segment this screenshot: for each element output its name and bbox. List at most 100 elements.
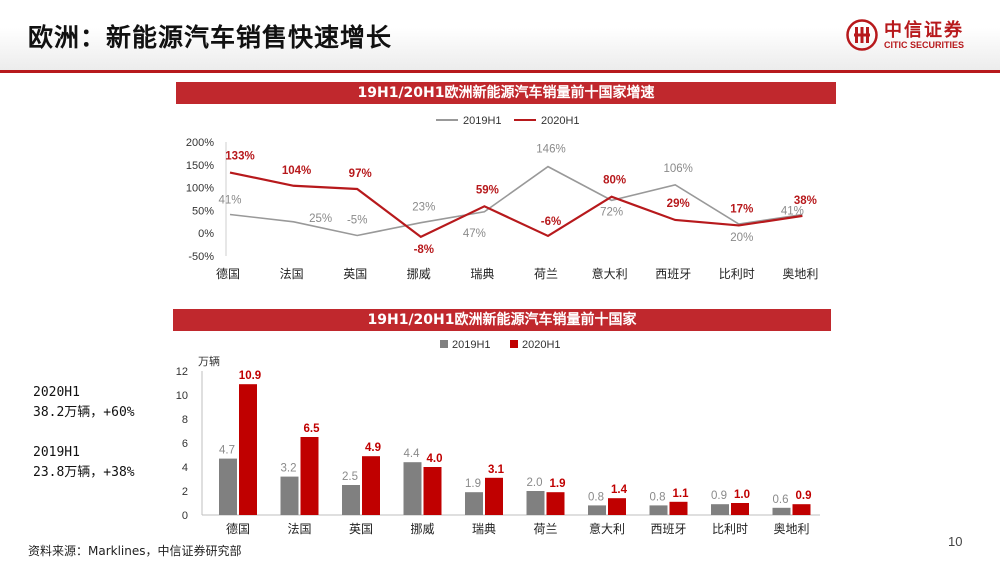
x-tick-label: 法国: [280, 267, 304, 281]
bar-2020H1: [362, 456, 380, 515]
bar-2020H1: [608, 498, 626, 515]
bar-2019H1: [588, 505, 606, 515]
data-label: -8%: [414, 244, 434, 256]
legend-swatch-2019: [440, 340, 448, 348]
logo-text-cn: 中信证券: [884, 20, 964, 41]
title-rule: [0, 70, 1000, 73]
bar-2019H1: [649, 505, 668, 515]
data-label: 0.9: [711, 490, 727, 502]
y-tick-label: 100%: [186, 183, 214, 195]
bar-2020H1: [731, 503, 749, 515]
data-label: 97%: [349, 168, 372, 180]
bar-2020H1: [669, 501, 688, 515]
data-label: 41%: [781, 206, 804, 218]
data-label: 20%: [730, 232, 753, 244]
x-tick-label: 瑞典: [470, 267, 494, 281]
line-chart-title: 19H1/20H1欧洲新能源汽车销量前十国家增速: [176, 82, 836, 104]
data-label: 2.0: [527, 477, 543, 489]
x-tick-label: 英国: [343, 267, 367, 281]
x-tick-label: 西班牙: [650, 522, 686, 536]
note-2020-value: 38.2万辆，+60%: [33, 405, 135, 420]
bar-2020H1: [546, 492, 565, 515]
data-label: 1.1: [673, 488, 690, 500]
citic-logo-icon: [846, 19, 878, 51]
x-tick-label: 西班牙: [655, 267, 691, 281]
x-tick-label: 挪威: [410, 522, 434, 536]
data-label: 4.4: [404, 448, 421, 460]
x-tick-label: 法国: [287, 522, 311, 536]
data-label: 47%: [463, 228, 486, 240]
x-tick-label: 德国: [226, 521, 250, 536]
data-label: 3.1: [488, 464, 505, 476]
data-label: 80%: [603, 175, 626, 187]
bar-2020H1: [792, 504, 811, 515]
bar-2019H1: [465, 492, 483, 515]
legend-label: 2020H1: [522, 339, 561, 351]
data-label: 4.9: [365, 442, 381, 454]
x-tick-label: 德国: [216, 266, 240, 281]
data-label: 4.7: [219, 445, 235, 457]
x-tick-label: 比利时: [719, 267, 755, 281]
y-tick-label: 0%: [198, 228, 214, 240]
data-label: 106%: [663, 163, 692, 175]
bar-2020H1: [485, 477, 503, 515]
x-tick-label: 瑞典: [472, 522, 496, 536]
x-tick-label: 英国: [349, 522, 373, 536]
data-label: 6.5: [304, 423, 321, 435]
data-label: 38%: [794, 195, 817, 207]
data-label: 0.9: [796, 490, 812, 502]
page-number: 10: [948, 534, 963, 549]
data-label: 29%: [667, 198, 690, 210]
note-2020-title: 2020H1: [33, 385, 80, 400]
bar-2019H1: [772, 507, 791, 515]
data-label: 1.9: [550, 478, 566, 490]
y-tick-label: 10: [176, 390, 188, 402]
legend-label: 2019H1: [452, 339, 491, 351]
legend-label: 2020H1: [541, 115, 580, 127]
bar-2020H1: [423, 467, 442, 515]
y-tick-label: -50%: [188, 251, 214, 263]
y-tick-label: 0: [182, 510, 188, 522]
data-label: 1.0: [734, 489, 750, 501]
data-label: -5%: [347, 214, 367, 226]
data-label: 25%: [309, 213, 332, 225]
x-tick-label: 荷兰: [533, 522, 557, 536]
y-tick-label: 2: [182, 486, 188, 498]
bar-2019H1: [403, 462, 422, 515]
data-label: 146%: [536, 144, 565, 156]
citic-logo: 中信证券 CITIC SECURITIES: [846, 16, 986, 56]
note-2019-title: 2019H1: [33, 445, 80, 460]
data-label: 17%: [730, 203, 753, 215]
legend-swatch-2020: [510, 340, 518, 348]
bar-2019H1: [711, 504, 729, 515]
bar-2020H1: [300, 437, 319, 515]
series-line-2019H1: [229, 165, 803, 237]
x-tick-label: 挪威: [407, 267, 431, 281]
x-tick-label: 奥地利: [782, 267, 818, 281]
data-label: 3.2: [281, 463, 297, 475]
page-title: 欧洲：新能源汽车销售快速增长: [28, 23, 393, 52]
title-band: [0, 0, 1000, 70]
bar-chart-title: 19H1/20H1欧洲新能源汽车销量前十国家: [173, 309, 831, 331]
y-tick-label: 8: [182, 414, 188, 426]
data-label: 41%: [218, 195, 241, 207]
data-label: 0.8: [650, 491, 666, 503]
note-2019-value: 23.8万辆，+38%: [33, 465, 135, 480]
data-label: 0.6: [773, 494, 789, 506]
y-tick-label: 50%: [192, 205, 214, 217]
x-tick-label: 意大利: [589, 521, 625, 536]
y-tick-label: 150%: [186, 160, 214, 172]
x-tick-label: 荷兰: [534, 267, 558, 281]
logo-text-en: CITIC SECURITIES: [884, 40, 965, 50]
y-tick-label: 6: [182, 438, 188, 450]
y-tick-label: 200%: [186, 137, 214, 149]
data-label: 1.4: [611, 484, 628, 496]
growth-line-chart: -50% 0% 50% 100% 150% 200% 德国 法国 英国 挪威 瑞典 荷兰 意大利 西班牙 比…: [186, 115, 819, 281]
series-line-2020H1: [229, 171, 803, 239]
data-label: -6%: [541, 216, 561, 228]
data-label: 10.9: [239, 370, 261, 382]
data-label: 1.9: [465, 478, 481, 490]
bar-2019H1: [526, 491, 545, 515]
data-label: 4.0: [427, 453, 443, 465]
